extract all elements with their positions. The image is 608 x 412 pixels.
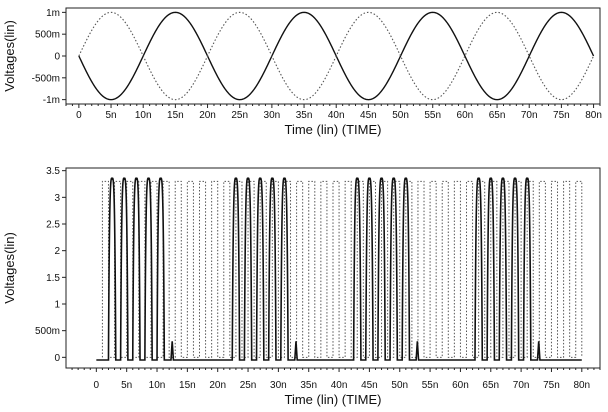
top-x-tick-label: 0 [76,110,82,121]
top-x-tick-label: 75n [553,110,570,121]
bottom-x-tick-label: 60n [452,380,469,391]
top-x-tick-label: 35n [296,110,313,121]
bottom-x-tick-label: 5n [121,380,132,391]
top-x-tick-label: 45n [360,110,377,121]
top-chart: Voltages(lin) Time (lin) (TIME) 1m 500m 0 -… [2,7,602,137]
top-y-ticks: 1m 500m 0 -500m -1m [32,8,66,106]
bottom-x-tick-label: 45n [361,380,378,391]
bottom-x-tick-label: 25n [240,380,257,391]
top-x-tick-label: 15n [167,110,184,121]
bottom-y-ticks: 3.5 3 2.5 2 1.5 1 500m 0 [35,166,66,364]
bottom-x-tick-label: 40n [331,380,348,391]
top-x-tick-label: 25n [231,110,248,121]
top-x-ticks: 0 5n 10n 15n 20n 25n 30n 35n 40n 45n 50n 55n 60n 65n 7… [65,104,602,121]
bottom-x-tick-label: 70n [513,380,530,391]
bottom-x-tick-label: 15n [179,380,196,391]
bottom-clock-line [101,180,583,358]
bottom-chart: Voltages(lin) Time (lin) (TIME) 3.5 3 2.5 2… [2,166,601,407]
top-x-tick-label: 50n [392,110,409,121]
top-y-tick-label: 1m [46,8,60,19]
top-x-tick-label: 20n [199,110,216,121]
top-x-tick-label: 5n [105,110,116,121]
top-x-tick-label: 65n [489,110,506,121]
top-x-tick-label: 40n [328,110,345,121]
top-y-tick-label: 0 [54,52,60,63]
top-x-tick-label: 70n [521,110,538,121]
top-x-tick-label: 80n [585,110,602,121]
bottom-y-tick-label: 2 [54,246,60,257]
top-x-tick-label: 30n [264,110,281,121]
top-series [78,11,595,101]
bottom-x-axis-title: Time (lin) (TIME) [284,392,381,407]
top-y-axis-title: Voltages(lin) [2,20,17,92]
bottom-x-tick-label: 10n [149,380,166,391]
bottom-x-tick-label: 35n [300,380,317,391]
top-plot-frame [65,7,601,105]
top-y-tick-label: -1m [43,95,60,106]
top-x-tick-label: 10n [135,110,152,121]
bottom-y-tick-label: 1.5 [46,273,60,284]
bottom-pulse-line [96,177,582,361]
bottom-x-tick-label: 30n [270,380,287,391]
bottom-x-tick-label: 75n [543,380,560,391]
top-x-tick-label: 60n [457,110,474,121]
bottom-x-tick-label: 50n [391,380,408,391]
bottom-x-tick-label: 80n [573,380,590,391]
bottom-y-tick-label: 1 [54,300,60,311]
bottom-y-tick-label: 500m [35,326,60,337]
top-y-tick-label: -500m [32,73,60,84]
bottom-y-axis-title: Voltages(lin) [2,232,17,304]
bottom-y-tick-label: 2.5 [46,220,60,231]
bottom-y-tick-label: 3.5 [46,166,60,177]
bottom-series [96,177,583,361]
bottom-x-tick-label: 20n [209,380,226,391]
top-x-tick-label: 55n [424,110,441,121]
bottom-x-tick-label: 65n [482,380,499,391]
bottom-x-ticks: 0 5n 10n 15n 20n 25n 30n 35n 40n 45n 50n 55n 60n 65n 7… [71,368,601,391]
top-series-line-2 [78,11,595,101]
bottom-x-tick-label: 0 [94,380,100,391]
bottom-y-tick-label: 0 [54,353,60,364]
bottom-y-tick-label: 3 [54,193,60,204]
bottom-x-tick-label: 55n [422,380,439,391]
top-y-tick-label: 500m [35,30,60,41]
top-x-axis-title: Time (lin) (TIME) [284,122,381,137]
